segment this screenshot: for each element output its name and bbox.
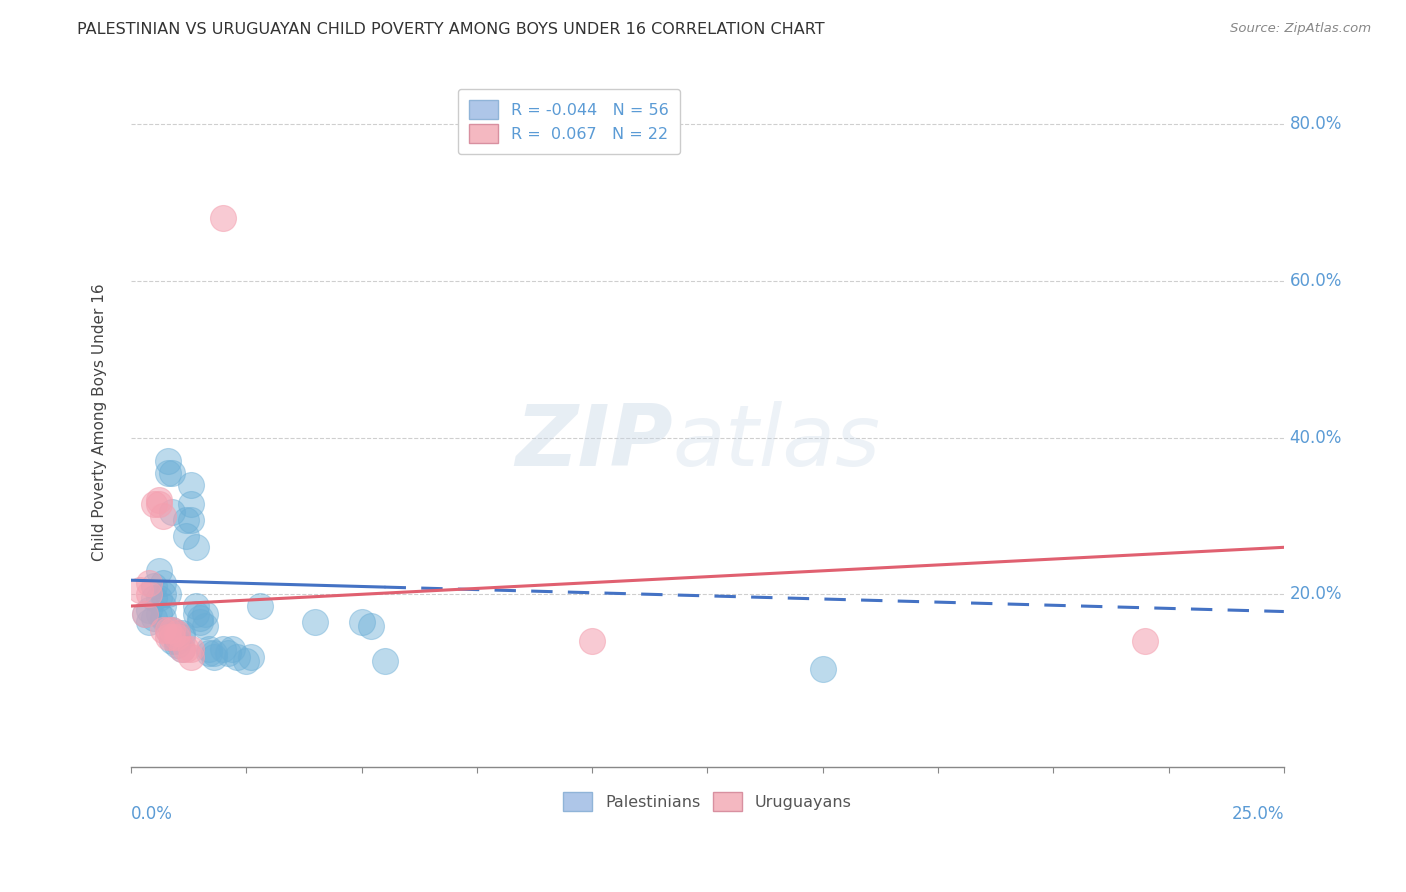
Point <box>202 646 225 660</box>
Text: 60.0%: 60.0% <box>1289 272 1341 290</box>
Point <box>138 615 160 629</box>
Text: 25.0%: 25.0% <box>1232 805 1284 823</box>
Point <box>156 623 179 637</box>
Point <box>184 599 207 613</box>
Text: 20.0%: 20.0% <box>1289 585 1343 603</box>
Text: atlas: atlas <box>673 401 880 484</box>
Point <box>143 497 166 511</box>
Point <box>156 587 179 601</box>
Point <box>148 607 170 621</box>
Point <box>194 607 217 621</box>
Point <box>180 642 202 657</box>
Point <box>134 607 156 621</box>
Point <box>170 642 193 657</box>
Text: Source: ZipAtlas.com: Source: ZipAtlas.com <box>1230 22 1371 36</box>
Point <box>152 623 174 637</box>
Point <box>198 646 221 660</box>
Point <box>350 615 373 629</box>
Point <box>811 662 834 676</box>
Point <box>162 623 184 637</box>
Point <box>374 654 396 668</box>
Point <box>166 631 188 645</box>
Text: ZIP: ZIP <box>515 401 673 484</box>
Point <box>156 466 179 480</box>
Point <box>360 618 382 632</box>
Point <box>129 583 152 598</box>
Point <box>138 575 160 590</box>
Text: PALESTINIAN VS URUGUAYAN CHILD POVERTY AMONG BOYS UNDER 16 CORRELATION CHART: PALESTINIAN VS URUGUAYAN CHILD POVERTY A… <box>77 22 825 37</box>
Point <box>198 642 221 657</box>
Point <box>226 649 249 664</box>
Point <box>180 497 202 511</box>
Point <box>166 638 188 652</box>
Text: 0.0%: 0.0% <box>131 805 173 823</box>
Point <box>170 626 193 640</box>
Point <box>188 611 211 625</box>
Point <box>134 607 156 621</box>
Point <box>152 575 174 590</box>
Point <box>143 611 166 625</box>
Point <box>148 564 170 578</box>
Point <box>148 497 170 511</box>
Text: 80.0%: 80.0% <box>1289 115 1341 134</box>
Point <box>148 591 170 606</box>
Point <box>170 631 193 645</box>
Point <box>156 454 179 468</box>
Point <box>184 607 207 621</box>
Point <box>180 649 202 664</box>
Point <box>180 513 202 527</box>
Point <box>239 649 262 664</box>
Point <box>152 508 174 523</box>
Point <box>180 477 202 491</box>
Point <box>162 505 184 519</box>
Point <box>194 618 217 632</box>
Point <box>212 211 235 226</box>
Point <box>174 528 197 542</box>
Point <box>152 611 174 625</box>
Point <box>304 615 326 629</box>
Point <box>156 631 179 645</box>
Point <box>212 642 235 657</box>
Point <box>156 623 179 637</box>
Point <box>221 642 243 657</box>
Point <box>174 642 197 657</box>
Y-axis label: Child Poverty Among Boys Under 16: Child Poverty Among Boys Under 16 <box>93 283 107 561</box>
Point <box>202 649 225 664</box>
Point <box>184 541 207 555</box>
Point <box>249 599 271 613</box>
Point <box>162 623 184 637</box>
Point <box>581 634 603 648</box>
Point <box>166 631 188 645</box>
Legend: Palestinians, Uruguayans: Palestinians, Uruguayans <box>557 786 858 817</box>
Point <box>162 631 184 645</box>
Point <box>138 603 160 617</box>
Point <box>148 493 170 508</box>
Point <box>143 579 166 593</box>
Point <box>152 599 174 613</box>
Point <box>152 587 174 601</box>
Point <box>138 587 160 601</box>
Point <box>166 626 188 640</box>
Point <box>170 642 193 657</box>
Point <box>174 513 197 527</box>
Point <box>1135 634 1157 648</box>
Point <box>188 615 211 629</box>
Point <box>235 654 257 668</box>
Point <box>217 646 239 660</box>
Point <box>143 591 166 606</box>
Text: 40.0%: 40.0% <box>1289 429 1341 447</box>
Point <box>166 626 188 640</box>
Point <box>162 634 184 648</box>
Point <box>166 634 188 648</box>
Point <box>162 466 184 480</box>
